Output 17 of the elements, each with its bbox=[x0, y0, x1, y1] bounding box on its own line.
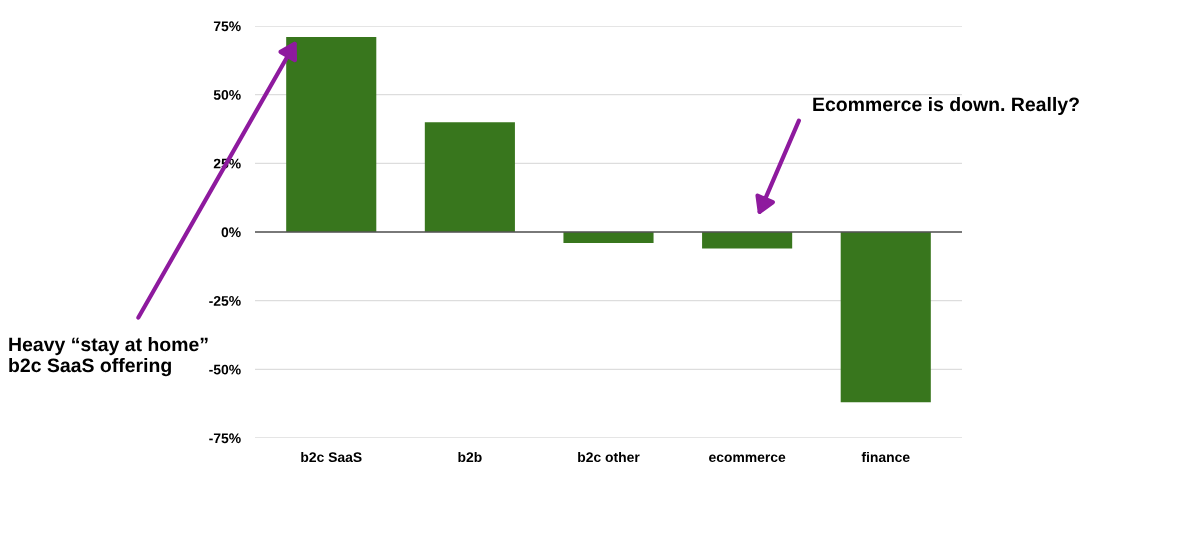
y-tick-label: 75% bbox=[213, 21, 241, 32]
y-tick-label: -25% bbox=[209, 296, 241, 306]
x-tick-label: ecommerce bbox=[709, 454, 786, 463]
bar bbox=[563, 232, 654, 243]
annotation: Ecommerce is down. Really? bbox=[813, 96, 1079, 116]
x-tick-label: finance bbox=[861, 451, 910, 463]
y-tick-label: 0% bbox=[221, 227, 241, 238]
y-tick-label: -75% bbox=[209, 433, 241, 444]
x-tick-label: b2c other bbox=[578, 451, 640, 463]
y-tick-label: 50% bbox=[213, 90, 241, 100]
text: Heavy “stay at home” b2c SaaS offering bbox=[9, 337, 208, 377]
x-tick-label: b2c SaaS bbox=[301, 451, 362, 463]
y-tick-label: -50% bbox=[209, 364, 241, 375]
bar bbox=[424, 122, 515, 232]
bar bbox=[840, 232, 931, 403]
x-tick-label: b2b bbox=[458, 451, 482, 463]
bar bbox=[702, 232, 793, 249]
